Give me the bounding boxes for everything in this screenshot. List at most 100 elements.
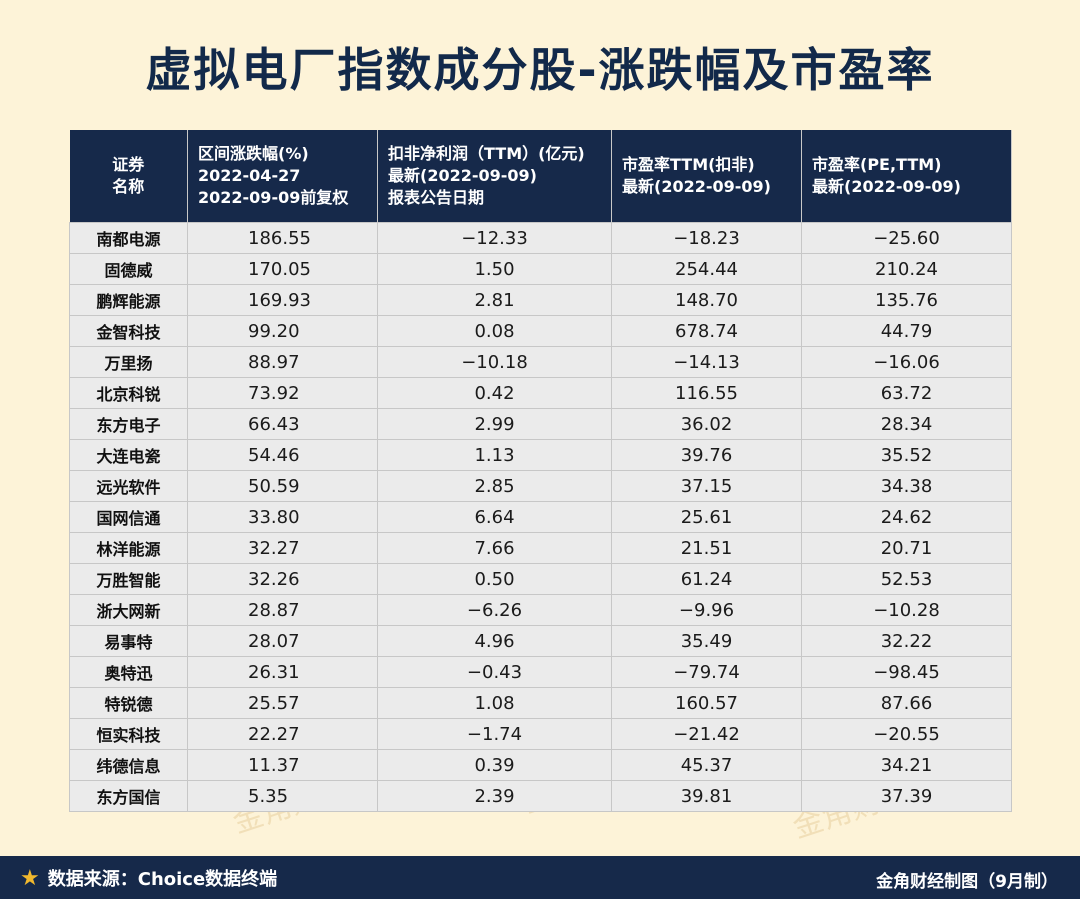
cell-stock-name: 浙大网新: [69, 594, 188, 626]
cell-net-profit: 2.81: [377, 284, 612, 316]
header-line: 2022-04-27: [198, 166, 301, 185]
cell-net-profit: 6.64: [377, 501, 612, 533]
data-table-container: 证券 名称 区间涨跌幅(%) 2022-04-27 2022-09-09前复权 …: [69, 130, 1012, 812]
cell-change-pct: 73.92: [187, 377, 378, 409]
header-net-profit: 扣非净利润（TTM）(亿元) 最新(2022-09-09) 报表公告日期: [377, 130, 612, 223]
cell-pe-ttm-deducted: 21.51: [611, 532, 802, 564]
cell-change-pct: 169.93: [187, 284, 378, 316]
table-row: 浙大网新 28.87 −6.26 −9.96 −10.28: [69, 594, 1012, 626]
cell-stock-name: 大连电瓷: [69, 439, 188, 471]
header-line: 报表公告日期: [388, 188, 485, 207]
cell-pe-ttm-deducted: 148.70: [611, 284, 802, 316]
cell-pe-ttm: 24.62: [801, 501, 1012, 533]
cell-pe-ttm: −98.45: [801, 656, 1012, 688]
cell-change-pct: 88.97: [187, 346, 378, 378]
cell-pe-ttm: 210.24: [801, 253, 1012, 285]
cell-pe-ttm: 20.71: [801, 532, 1012, 564]
cell-pe-ttm-deducted: 116.55: [611, 377, 802, 409]
cell-change-pct: 11.37: [187, 749, 378, 781]
cell-pe-ttm: −10.28: [801, 594, 1012, 626]
star-icon: ★: [20, 866, 40, 891]
cell-net-profit: −1.74: [377, 718, 612, 750]
cell-change-pct: 28.87: [187, 594, 378, 626]
table-row: 易事特 28.07 4.96 35.49 32.22: [69, 625, 1012, 657]
cell-pe-ttm: −20.55: [801, 718, 1012, 750]
header-line: 最新(2022-09-09): [388, 166, 537, 185]
table-row: 大连电瓷 54.46 1.13 39.76 35.52: [69, 439, 1012, 471]
cell-net-profit: 0.50: [377, 563, 612, 595]
cell-net-profit: −12.33: [377, 222, 612, 254]
cell-pe-ttm-deducted: −79.74: [611, 656, 802, 688]
cell-change-pct: 186.55: [187, 222, 378, 254]
cell-stock-name: 易事特: [69, 625, 188, 657]
cell-net-profit: 2.99: [377, 408, 612, 440]
header-change: 区间涨跌幅(%) 2022-04-27 2022-09-09前复权: [187, 130, 378, 223]
table-row: 恒实科技 22.27 −1.74 −21.42 −20.55: [69, 718, 1012, 750]
cell-stock-name: 纬德信息: [69, 749, 188, 781]
header-line: 区间涨跌幅(%): [198, 144, 309, 163]
cell-stock-name: 奥特迅: [69, 656, 188, 688]
table-row: 鹏辉能源 169.93 2.81 148.70 135.76: [69, 284, 1012, 316]
cell-pe-ttm: −16.06: [801, 346, 1012, 378]
cell-stock-name: 金智科技: [69, 315, 188, 347]
cell-pe-ttm: 44.79: [801, 315, 1012, 347]
cell-pe-ttm-deducted: 36.02: [611, 408, 802, 440]
credit-note: 金角财经制图（9月制）: [876, 872, 1058, 892]
cell-change-pct: 50.59: [187, 470, 378, 502]
cell-net-profit: 2.85: [377, 470, 612, 502]
table-row: 奥特迅 26.31 −0.43 −79.74 −98.45: [69, 656, 1012, 688]
table-row: 南都电源 186.55 −12.33 −18.23 −25.60: [69, 222, 1012, 254]
cell-pe-ttm-deducted: −21.42: [611, 718, 802, 750]
cell-change-pct: 32.26: [187, 563, 378, 595]
cell-net-profit: 2.39: [377, 780, 612, 812]
header-pe-ttm-deducted: 市盈率TTM(扣非) 最新(2022-09-09): [611, 130, 802, 223]
cell-change-pct: 66.43: [187, 408, 378, 440]
cell-change-pct: 33.80: [187, 501, 378, 533]
cell-pe-ttm: 34.21: [801, 749, 1012, 781]
cell-stock-name: 鹏辉能源: [69, 284, 188, 316]
cell-pe-ttm: 32.22: [801, 625, 1012, 657]
cell-change-pct: 25.57: [187, 687, 378, 719]
cell-pe-ttm-deducted: 160.57: [611, 687, 802, 719]
header-line: 市盈率(PE,TTM): [812, 155, 942, 174]
cell-pe-ttm: 34.38: [801, 470, 1012, 502]
cell-pe-ttm-deducted: 254.44: [611, 253, 802, 285]
stock-table: 证券 名称 区间涨跌幅(%) 2022-04-27 2022-09-09前复权 …: [69, 130, 1012, 812]
cell-change-pct: 5.35: [187, 780, 378, 812]
cell-pe-ttm: 52.53: [801, 563, 1012, 595]
table-row: 固德威 170.05 1.50 254.44 210.24: [69, 253, 1012, 285]
cell-stock-name: 南都电源: [69, 222, 188, 254]
cell-pe-ttm-deducted: 61.24: [611, 563, 802, 595]
table-row: 金智科技 99.20 0.08 678.74 44.79: [69, 315, 1012, 347]
header-line: 名称: [112, 177, 145, 196]
header-line: 扣非净利润（TTM）(亿元): [388, 144, 585, 163]
header-line: 最新(2022-09-09): [812, 177, 961, 196]
cell-pe-ttm-deducted: −9.96: [611, 594, 802, 626]
cell-change-pct: 32.27: [187, 532, 378, 564]
cell-stock-name: 特锐德: [69, 687, 188, 719]
cell-change-pct: 28.07: [187, 625, 378, 657]
cell-pe-ttm-deducted: 678.74: [611, 315, 802, 347]
cell-pe-ttm-deducted: 35.49: [611, 625, 802, 657]
cell-pe-ttm-deducted: 25.61: [611, 501, 802, 533]
cell-stock-name: 恒实科技: [69, 718, 188, 750]
cell-pe-ttm: 28.34: [801, 408, 1012, 440]
cell-pe-ttm: 87.66: [801, 687, 1012, 719]
cell-change-pct: 26.31: [187, 656, 378, 688]
cell-net-profit: 1.50: [377, 253, 612, 285]
cell-pe-ttm-deducted: −14.13: [611, 346, 802, 378]
cell-pe-ttm-deducted: 45.37: [611, 749, 802, 781]
cell-stock-name: 远光软件: [69, 470, 188, 502]
cell-net-profit: 0.42: [377, 377, 612, 409]
table-row: 纬德信息 11.37 0.39 45.37 34.21: [69, 749, 1012, 781]
cell-net-profit: 0.39: [377, 749, 612, 781]
table-row: 东方电子 66.43 2.99 36.02 28.34: [69, 408, 1012, 440]
cell-stock-name: 北京科锐: [69, 377, 188, 409]
cell-pe-ttm-deducted: 39.81: [611, 780, 802, 812]
cell-change-pct: 99.20: [187, 315, 378, 347]
cell-change-pct: 170.05: [187, 253, 378, 285]
cell-pe-ttm: 63.72: [801, 377, 1012, 409]
cell-change-pct: 22.27: [187, 718, 378, 750]
header-pe-ttm: 市盈率(PE,TTM) 最新(2022-09-09): [801, 130, 1012, 223]
header-line: 市盈率TTM(扣非): [622, 155, 755, 174]
